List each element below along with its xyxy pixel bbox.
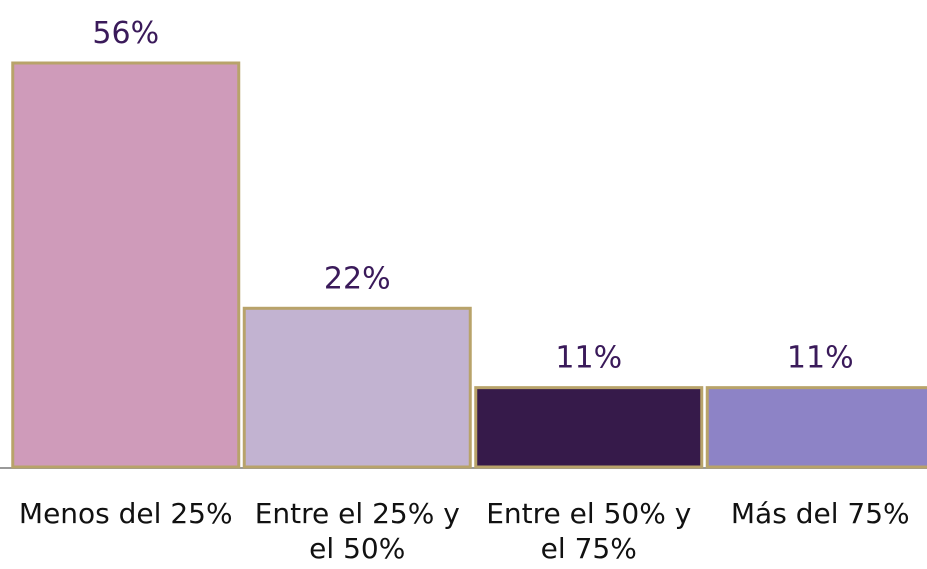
value-label: 11%: [787, 341, 854, 376]
bar: [242, 306, 472, 469]
bar: [11, 61, 241, 469]
x-tick-label: Más del 75%: [730, 497, 910, 530]
x-tick-label: Entre el 25% y el 50%: [254, 497, 460, 565]
bar: [705, 386, 927, 469]
x-tick-label: Menos del 25%: [18, 497, 233, 530]
value-label: 11%: [555, 341, 622, 376]
value-label: 22%: [324, 261, 391, 296]
value-label: 56%: [92, 16, 159, 51]
bar: [474, 386, 704, 469]
x-tick-label: Entre el 50% y el 75%: [486, 497, 692, 565]
